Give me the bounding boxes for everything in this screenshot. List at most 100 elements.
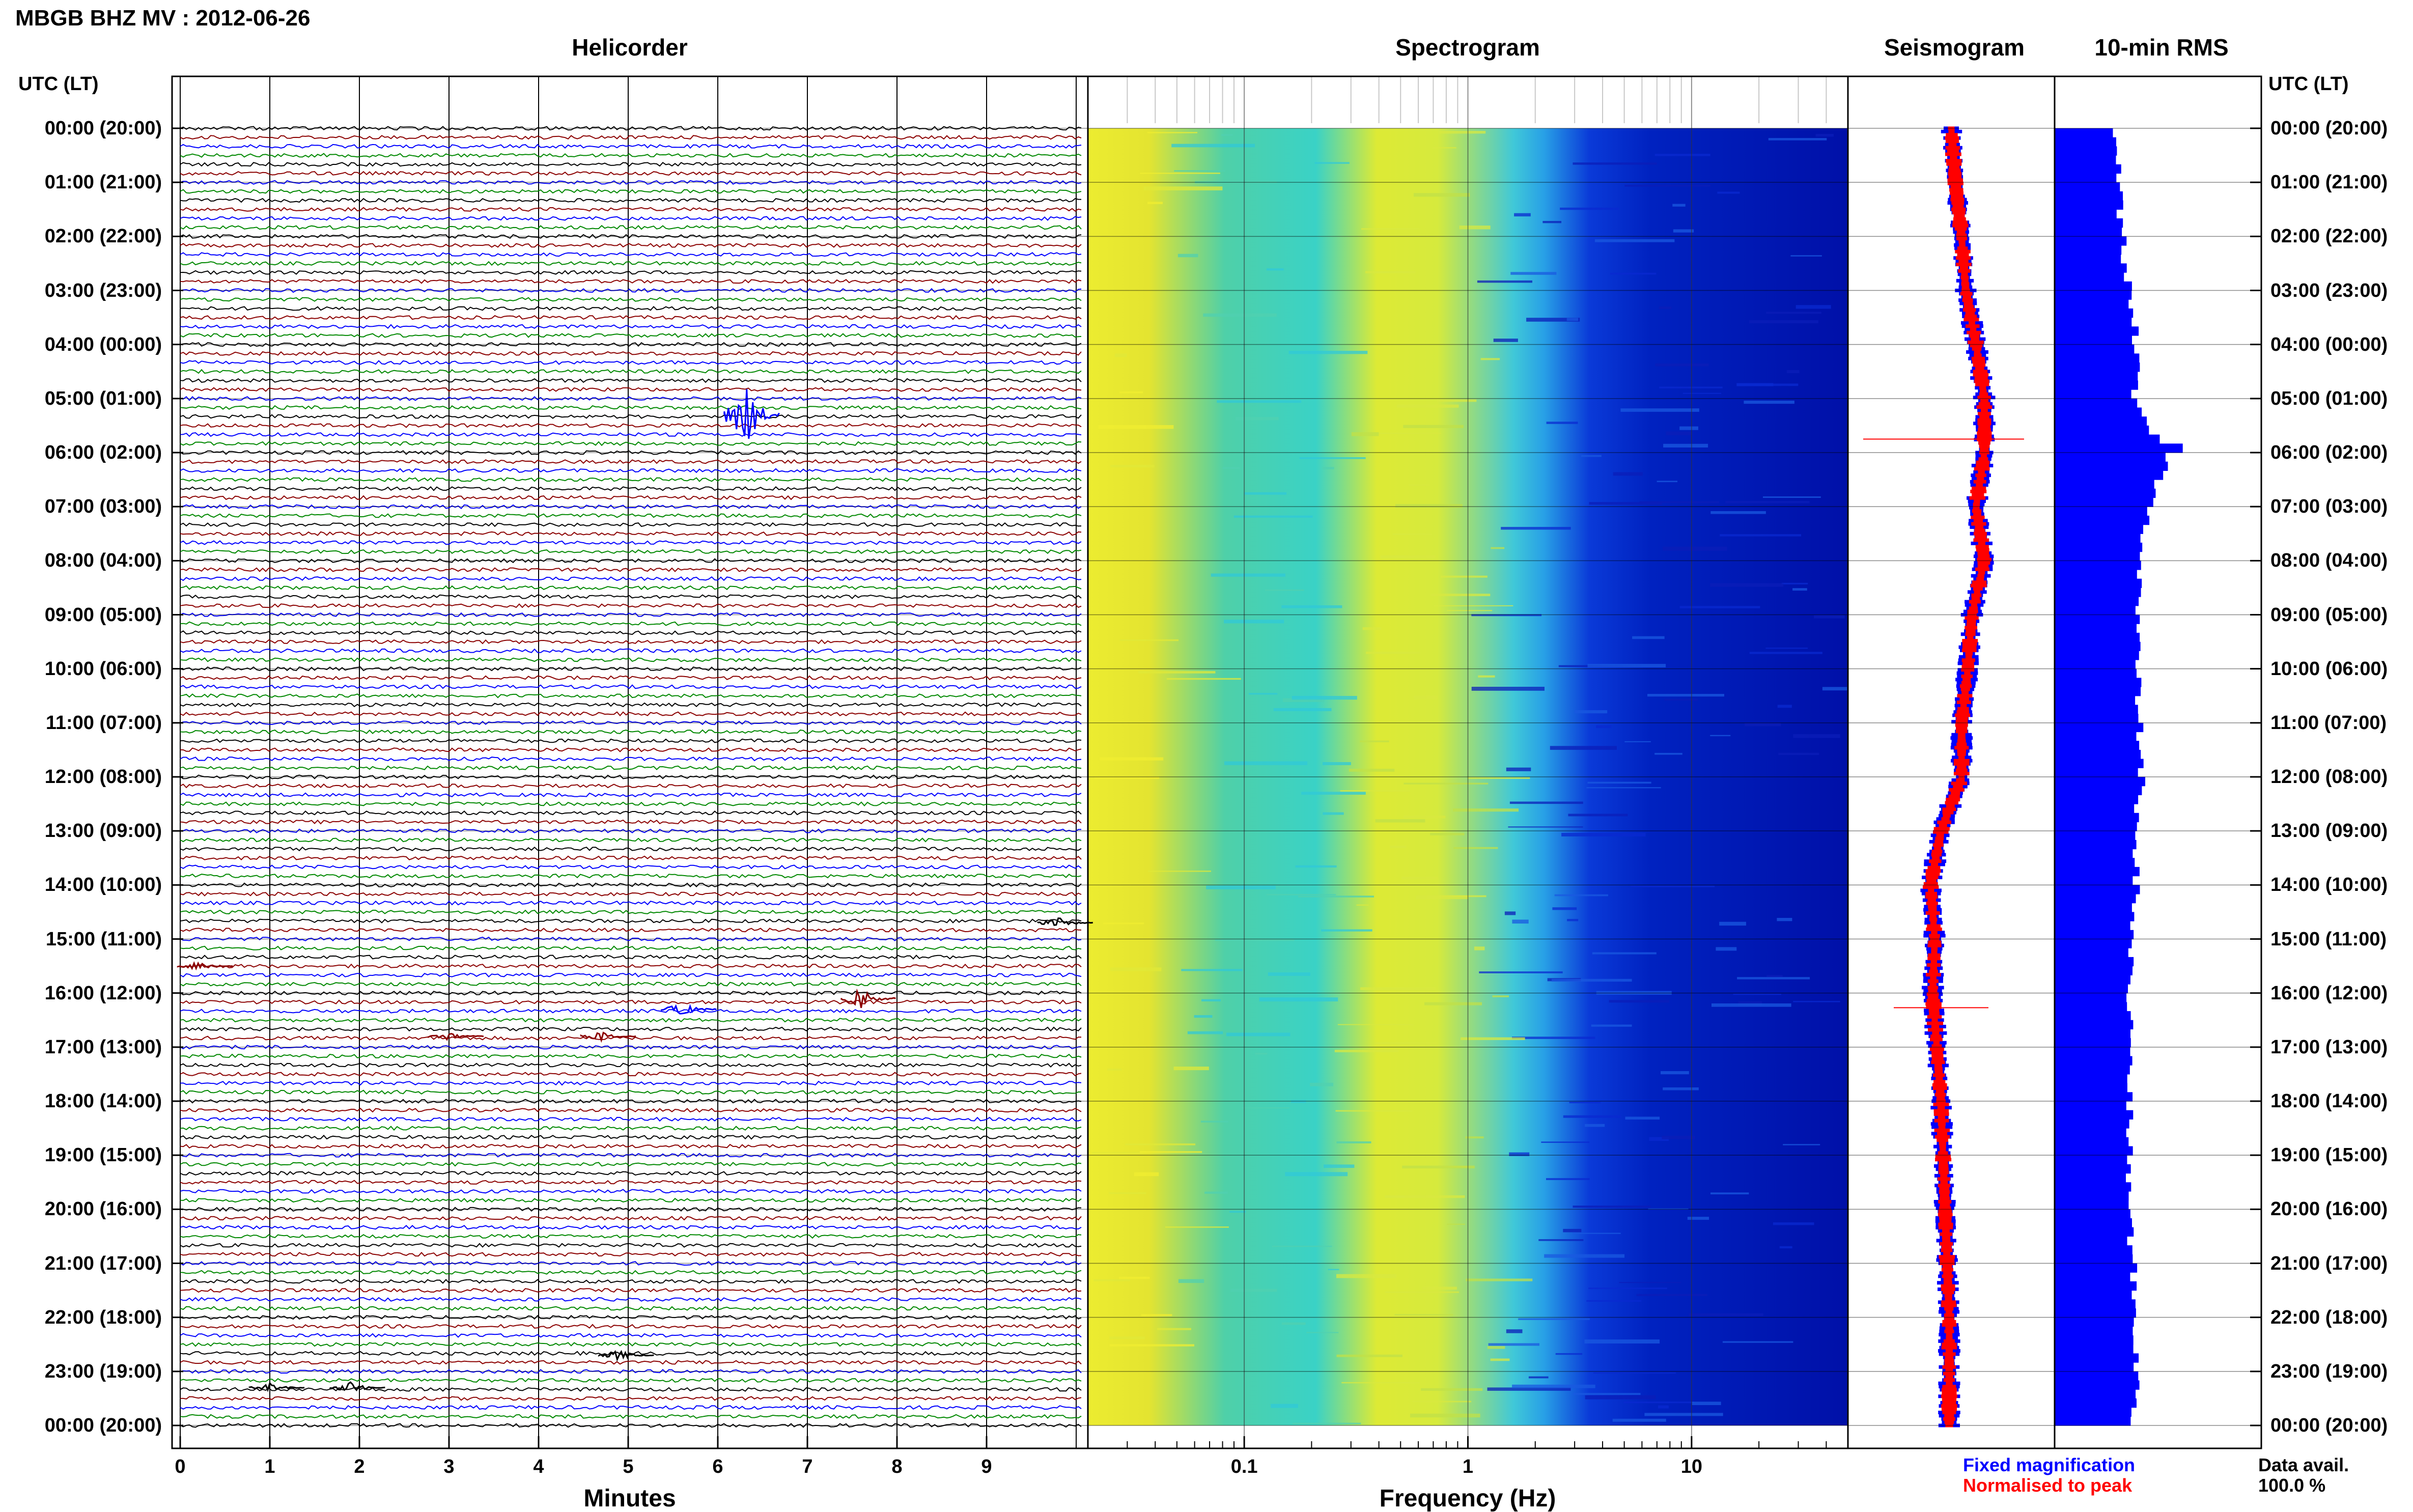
helicorder-event bbox=[177, 961, 233, 971]
helicorder-trace bbox=[180, 711, 1082, 717]
rms-bar bbox=[2055, 912, 2135, 921]
rms-bar bbox=[2055, 876, 2133, 885]
helicorder-trace bbox=[180, 1107, 1082, 1113]
helicorder-trace bbox=[180, 675, 1082, 681]
helicorder-event bbox=[661, 1004, 717, 1015]
helicorder-trace bbox=[180, 234, 1082, 239]
rms-bar bbox=[2055, 443, 2183, 453]
helicorder-trace bbox=[180, 1360, 1082, 1365]
rms-bar bbox=[2055, 209, 2117, 219]
rms-bar bbox=[2055, 578, 2142, 588]
time-label-left: 22:00 (18:00) bbox=[44, 1306, 162, 1328]
helicorder-trace bbox=[180, 648, 1082, 654]
rms-bar bbox=[2055, 182, 2120, 192]
rms-bar bbox=[2055, 1227, 2134, 1237]
helicorder-trace bbox=[180, 1261, 1082, 1266]
rms-bar bbox=[2055, 795, 2139, 804]
time-label-right: 22:00 (18:00) bbox=[2270, 1306, 2388, 1328]
rms-bar bbox=[2055, 407, 2142, 417]
helicorder-trace bbox=[180, 855, 1082, 860]
helicorder-trace bbox=[180, 1405, 1082, 1410]
helicorder-trace bbox=[180, 846, 1082, 852]
rms-bar bbox=[2055, 1137, 2129, 1147]
rms-bar bbox=[2055, 1416, 2131, 1426]
rms-bar bbox=[2055, 705, 2138, 714]
time-label-left: 00:00 (20:00) bbox=[44, 1415, 162, 1436]
helicorder-trace bbox=[180, 216, 1082, 221]
helicorder-trace bbox=[180, 837, 1082, 843]
helicorder-trace bbox=[180, 161, 1082, 167]
rms-bar bbox=[2055, 524, 2143, 534]
helicorder-trace bbox=[180, 1099, 1082, 1104]
rms-bar bbox=[2055, 1128, 2126, 1138]
utc-header-left: UTC (LT) bbox=[18, 73, 99, 95]
helicorder-event bbox=[598, 1350, 654, 1362]
helicorder-trace bbox=[180, 828, 1082, 833]
rms-bar bbox=[2055, 146, 2117, 156]
helicorder-trace bbox=[180, 738, 1082, 744]
rms-bar bbox=[2055, 218, 2123, 228]
time-label-left: 15:00 (11:00) bbox=[45, 928, 162, 950]
time-label-left: 21:00 (17:00) bbox=[44, 1252, 162, 1274]
rms-bar bbox=[2055, 1092, 2133, 1102]
rms-bar bbox=[2055, 993, 2127, 1002]
helicorder-event bbox=[723, 389, 780, 439]
rms-bar bbox=[2055, 1146, 2133, 1156]
time-label-left: 10:00 (06:00) bbox=[44, 658, 162, 680]
time-label-right: 12:00 (08:00) bbox=[2270, 766, 2388, 788]
rms-bar bbox=[2055, 1182, 2131, 1192]
time-label-right: 13:00 (09:00) bbox=[2270, 820, 2388, 842]
time-label-right: 21:00 (17:00) bbox=[2270, 1252, 2388, 1274]
helicorder-trace bbox=[180, 351, 1082, 356]
frequency-axis-title: Frequency (Hz) bbox=[1379, 1485, 1556, 1512]
rms-bar bbox=[2055, 668, 2137, 678]
helicorder-trace bbox=[180, 729, 1082, 735]
time-label-right: 14:00 (10:00) bbox=[2270, 874, 2388, 896]
rms-bar bbox=[2055, 1299, 2136, 1309]
time-label-left: 09:00 (05:00) bbox=[44, 604, 162, 626]
helicorder-trace bbox=[180, 513, 1082, 518]
rms-bar bbox=[2055, 542, 2143, 552]
time-label-right: 11:00 (07:00) bbox=[2270, 712, 2387, 734]
helicorder-trace bbox=[180, 1287, 1082, 1293]
rms-bar bbox=[2055, 200, 2123, 210]
time-label-left: 02:00 (22:00) bbox=[44, 226, 162, 247]
helicorder-trace bbox=[180, 909, 1082, 915]
rms-bar bbox=[2055, 1065, 2130, 1075]
helicorder-trace bbox=[180, 918, 1082, 923]
helicorder-trace bbox=[180, 468, 1082, 473]
rms-bar bbox=[2055, 470, 2164, 480]
rms-bar bbox=[2055, 1236, 2127, 1246]
rms-bar bbox=[2055, 137, 2116, 147]
helicorder-trace bbox=[180, 189, 1082, 194]
rms-bar bbox=[2055, 1218, 2132, 1228]
helicorder-trace bbox=[180, 783, 1082, 789]
rms-bar bbox=[2055, 660, 2136, 669]
rms-bar bbox=[2055, 759, 2144, 768]
helicorder-trace bbox=[180, 801, 1082, 807]
helicorder-trace bbox=[180, 765, 1082, 771]
rms-bar bbox=[2055, 587, 2141, 597]
rms-bar bbox=[2055, 732, 2137, 741]
helicorder-trace bbox=[180, 387, 1082, 392]
helicorder-trace bbox=[180, 243, 1082, 248]
time-label-left: 05:00 (01:00) bbox=[44, 387, 162, 409]
seismogram-title: Seismogram bbox=[1884, 34, 2025, 61]
helicorder-trace bbox=[180, 1153, 1082, 1158]
rms-bar bbox=[2055, 822, 2137, 831]
rms-bar bbox=[2055, 191, 2123, 201]
helicorder-trace bbox=[180, 873, 1082, 879]
rms-bar bbox=[2055, 1272, 2130, 1282]
rms-bar bbox=[2055, 1317, 2134, 1327]
helicorder-trace bbox=[180, 1252, 1082, 1257]
rms-bar bbox=[2055, 1335, 2134, 1345]
rms-bar bbox=[2055, 804, 2135, 814]
rms-bar bbox=[2055, 155, 2116, 165]
frequency-tick-label: 10 bbox=[1680, 1456, 1703, 1477]
time-label-left: 19:00 (15:00) bbox=[44, 1144, 162, 1166]
helicorder-trace bbox=[180, 594, 1082, 599]
helicorder-trace bbox=[180, 999, 1082, 1005]
time-label-left: 00:00 (20:00) bbox=[44, 118, 162, 139]
helicorder-trace bbox=[180, 1062, 1082, 1068]
